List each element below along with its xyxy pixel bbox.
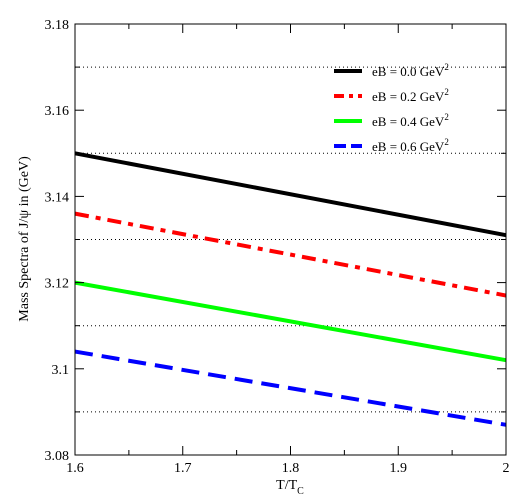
legend-label: eB = 0.0 GeV2: [372, 62, 449, 79]
y-tick-label: 3.12: [45, 277, 70, 292]
series-line: [74, 280, 507, 363]
series-line: [74, 151, 507, 238]
x-tick-label: 1.9: [390, 461, 408, 476]
y-tick-label: 3.08: [45, 449, 70, 464]
series-line: [74, 211, 507, 298]
y-tick-label: 3.1: [52, 363, 70, 378]
legend-label: eB = 0.4 GeV2: [372, 112, 449, 129]
x-axis-label: T/TC: [276, 478, 304, 497]
x-tick-label: 1.6: [66, 461, 84, 476]
axis-ticks: [74, 23, 507, 456]
y-tick-label: 3.14: [45, 190, 70, 205]
y-tick-label: 3.16: [45, 104, 70, 119]
series-line: [74, 349, 507, 427]
tick-labels: 3.08 3.1 3.12 3.14 3.16 3.18 1.6 1.7 1.8 1.9 2: [45, 18, 510, 476]
y-tick-label: 3.18: [45, 18, 70, 33]
x-axis-label-subscript: C: [297, 486, 304, 497]
series-layer: [74, 151, 507, 427]
legend: eB = 0.0 GeV2 eB = 0.2 GeV2 eB = 0.4 GeV2 e…: [334, 62, 449, 154]
x-tick-label: 2: [503, 461, 510, 476]
legend-label: eB = 0.6 GeV2: [372, 137, 449, 154]
y-axis-label: Mass Spectra of J/ψ in (GeV): [17, 156, 32, 322]
x-tick-label: 1.7: [174, 461, 192, 476]
legend-label: eB = 0.2 GeV2: [372, 87, 449, 104]
x-tick-label: 1.8: [282, 461, 300, 476]
